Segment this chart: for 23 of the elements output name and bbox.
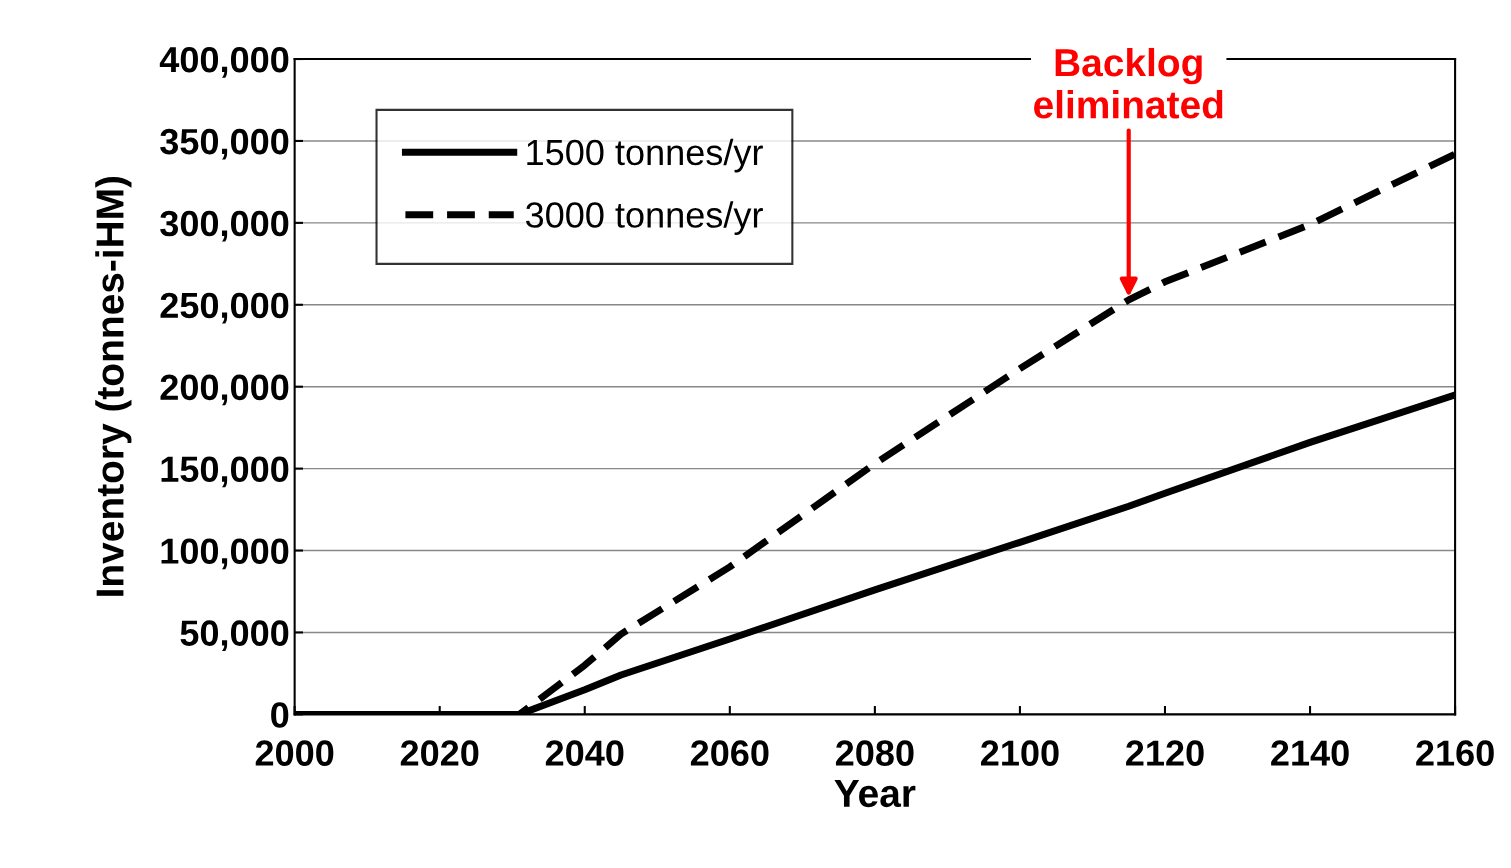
x-tick-label: 2080 <box>835 740 914 766</box>
legend-label: 1500 tonnes/yr <box>527 138 763 173</box>
x-tick-label: 2160 <box>1416 740 1494 766</box>
y-axis-title: Inventory (tonnes-iHM) <box>95 176 132 596</box>
y-tick-label: 400,000 <box>159 46 289 78</box>
y-tick-label: 350,000 <box>160 128 289 160</box>
y-tick-label: 200,000 <box>160 374 289 406</box>
x-tick-label: 2120 <box>1126 740 1204 766</box>
y-tick-label: 300,000 <box>160 210 289 242</box>
x-tick-label: 2100 <box>981 740 1059 766</box>
legend-label: 3000 tonnes/yr <box>525 201 763 235</box>
y-tick-label: 50,000 <box>180 620 289 652</box>
x-tick-label: 2000 <box>255 740 334 766</box>
y-tick-label: 100,000 <box>161 538 289 570</box>
x-tick-label: 2040 <box>545 740 624 766</box>
x-tick-label: 2060 <box>690 740 769 766</box>
x-axis-title: Year <box>834 780 916 808</box>
y-tick-label: 150,000 <box>161 456 289 488</box>
x-tick-label: 2140 <box>1271 740 1349 766</box>
x-tick-label: 2020 <box>400 740 479 766</box>
y-tick-label: 0 <box>271 702 289 728</box>
y-tick-label: 250,000 <box>160 292 289 324</box>
annotation: Backlog eliminated <box>1034 47 1223 119</box>
